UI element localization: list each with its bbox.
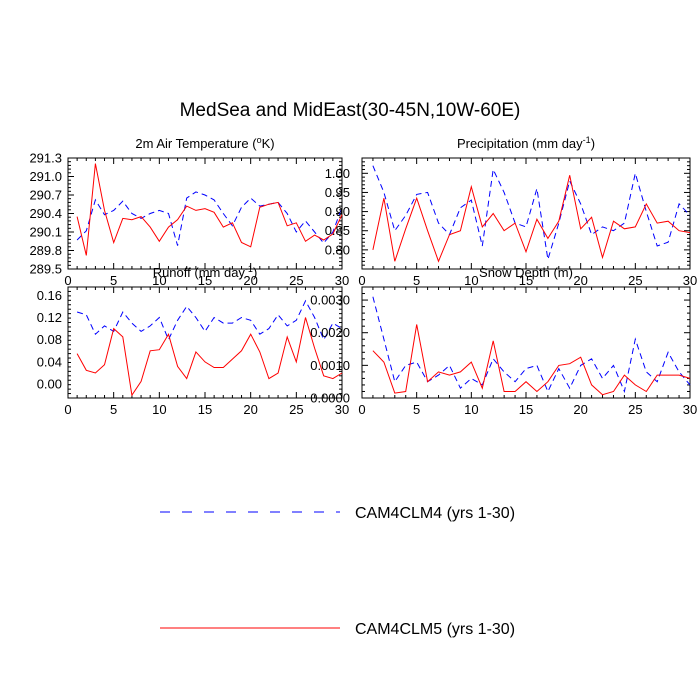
x-tick-label: 10 <box>152 273 166 288</box>
series-line-clm4 <box>372 296 691 394</box>
y-tick-label: 0.90 <box>325 204 350 219</box>
x-tick-label: 0 <box>64 402 71 417</box>
y-tick-label: 0.0020 <box>310 325 350 340</box>
x-tick-label: 15 <box>519 402 533 417</box>
y-tick-label: 291.3 <box>29 151 62 166</box>
x-tick-label: 20 <box>243 273 257 288</box>
x-tick-label: 5 <box>110 402 117 417</box>
x-tick-label: 15 <box>519 273 533 288</box>
x-tick-label: 25 <box>289 273 303 288</box>
x-tick-label: 20 <box>573 402 587 417</box>
x-tick-label: 30 <box>683 402 697 417</box>
x-tick-label: 25 <box>628 402 642 417</box>
series-line-clm4 <box>76 299 343 341</box>
y-tick-label: 289.8 <box>29 243 62 258</box>
x-tick-label: 5 <box>413 402 420 417</box>
series-line-clm5 <box>76 317 343 397</box>
series-line-clm5 <box>76 163 343 256</box>
x-tick-label: 10 <box>464 273 478 288</box>
y-tick-label: 0.0010 <box>310 358 350 373</box>
x-tick-label: 0 <box>358 402 365 417</box>
panel-title: 2m Air Temperature (oK) <box>135 135 274 151</box>
panel-title: Runoff (mm day-1) <box>153 264 258 280</box>
x-tick-label: 30 <box>335 273 349 288</box>
x-tick-label: 30 <box>683 273 697 288</box>
chart-panel-2: Precipitation (mm day-1) 0 5 10 15 20 25 30 0.80… <box>325 135 698 288</box>
x-tick-label: 15 <box>198 402 212 417</box>
legend-label-clm5: CAM4CLM5 (yrs 1-30) <box>355 621 515 638</box>
y-tick-label: 1.00 <box>325 166 350 181</box>
x-tick-label: 25 <box>628 273 642 288</box>
y-tick-label: 289.5 <box>29 262 62 277</box>
series-line-clm5 <box>372 324 691 396</box>
x-tick-label: 0 <box>358 273 365 288</box>
panel-title: Snow Depth (m) <box>479 265 573 280</box>
legend-label-clm4: CAM4CLM4 (yrs 1-30) <box>355 505 515 522</box>
y-tick-label: 0.08 <box>37 332 62 347</box>
y-tick-label: 0.80 <box>325 242 350 257</box>
plot-frame <box>67 157 343 270</box>
series-line-clm4 <box>372 165 691 260</box>
x-tick-label: 25 <box>289 402 303 417</box>
x-tick-label: 5 <box>413 273 420 288</box>
page-title: MedSea and MidEast(30-45N,10W-60E) <box>179 100 521 121</box>
x-tick-label: 10 <box>152 402 166 417</box>
y-tick-label: 0.16 <box>37 288 62 303</box>
y-tick-label: 290.1 <box>29 225 62 240</box>
x-tick-label: 0 <box>64 273 71 288</box>
y-tick-label: 0.00 <box>37 377 62 392</box>
chart-panel-4: Snow Depth (m)0 5 10 15 20 25 300.00000.00100.… <box>310 265 697 417</box>
y-tick-label: 0.04 <box>37 354 62 369</box>
y-tick-label: 0.0000 <box>310 391 350 406</box>
y-tick-label: 0.12 <box>37 310 62 325</box>
x-tick-label: 20 <box>573 273 587 288</box>
chart-panel-1: 2m Air Temperature (oK) 0 5 10 15 20 25 30 289.5… <box>29 135 349 288</box>
x-tick-label: 30 <box>335 402 349 417</box>
x-tick-label: 5 <box>110 273 117 288</box>
series-line-clm5 <box>372 175 691 263</box>
legend: CAM4CLM4 (yrs 1-30) CAM4CLM5 (yrs 1-30) <box>160 505 515 638</box>
y-tick-label: 290.7 <box>29 188 62 203</box>
y-tick-label: 0.85 <box>325 223 350 238</box>
y-tick-label: 291.0 <box>29 169 62 184</box>
x-tick-label: 20 <box>243 402 257 417</box>
series-line-clm4 <box>76 191 343 246</box>
x-tick-label: 10 <box>464 402 478 417</box>
panel-title: Precipitation (mm day-1) <box>457 135 595 151</box>
y-tick-label: 0.0030 <box>310 293 350 308</box>
chart-panels: 2m Air Temperature (oK) 0 5 10 15 20 25 30 289.5… <box>29 135 697 417</box>
y-tick-label: 290.4 <box>29 206 62 221</box>
chart-panel-3: Runoff (mm day-1) 0 5 10 15 20 25 30 0.00 0.04 0.0… <box>37 264 350 417</box>
plot-frame <box>67 286 343 399</box>
y-tick-label: 0.95 <box>325 185 350 200</box>
x-tick-label: 15 <box>198 273 212 288</box>
